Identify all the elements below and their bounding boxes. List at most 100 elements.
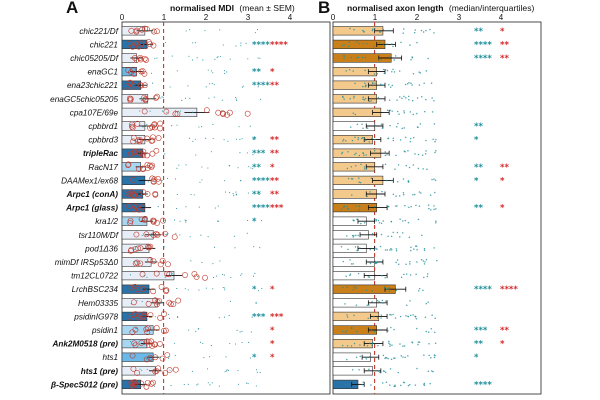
row-label: Hem03335 [78,299,119,308]
datapoint-b [418,191,421,193]
datapoint-a [127,217,134,224]
datapoint-b [414,245,417,247]
datapoint-a [134,370,141,376]
datapoint-b [364,56,367,59]
datapoint-b [425,29,427,32]
datapoint-a-small [156,261,158,263]
datapoint-b [417,167,420,170]
datapoint-b [409,263,411,265]
datapoint-b [402,178,405,180]
datapoint-b [375,262,378,264]
datapoint-b [403,95,405,98]
panel-b-title-suffix: (median/interquartiles) [449,3,535,13]
datapoint-a-small [175,178,177,180]
datapoint-b [347,248,349,251]
stars-teal-a: *** [252,312,266,322]
stars-teal-a: * [252,217,257,227]
datapoint-b [350,56,353,59]
datapoint-b [363,31,365,33]
datapoint-b [349,126,352,128]
datapoint-b [362,152,365,154]
datapoint-b [430,209,432,211]
datapoint-a [142,43,149,50]
datapoint-a-small [155,234,157,236]
datapoint-a [140,152,147,159]
datapoint-a-small [137,248,139,251]
datapoint-b [386,69,389,72]
datapoint-b [379,371,381,374]
datapoint-a-small [235,343,237,345]
datapoint-b [394,317,397,319]
datapoint-a [135,43,142,50]
datapoint-b [356,218,358,221]
datapoint-b [382,220,385,222]
datapoint-a-small [130,341,132,343]
datapoint-b [402,345,404,347]
datapoint-a-small [136,261,138,263]
datapoint-b [370,100,372,102]
datapoint-b [412,72,415,75]
datapoint-a-small [134,288,136,290]
datapoint-a-small [228,192,230,194]
datapoint-b [346,314,348,316]
datapoint-b [346,344,349,347]
datapoint-b [366,345,369,347]
datapoint-a-small [132,43,134,46]
datapoint-a-small [179,234,181,236]
datapoint-b [355,286,357,288]
datapoint-b [433,247,435,249]
datapoint-b [425,70,428,72]
datapoint-b [421,96,423,98]
datapoint-b [384,69,387,71]
datapoint-b [409,140,412,143]
datapoint-a [130,176,137,183]
datapoint-b [392,68,394,71]
datapoint-b [341,44,343,47]
datapoint-b [415,273,417,276]
datapoint-a-small [134,57,136,59]
datapoint-a [155,175,161,182]
datapoint-b [361,136,364,139]
datapoint-a-small [143,275,145,277]
datapoint-b [389,368,392,370]
datapoint-b [370,384,372,386]
datapoint-a-small [198,206,200,208]
datapoint-b [425,98,427,101]
datapoint-a-small [233,235,235,237]
datapoint-b [404,150,406,153]
datapoint-b [434,342,437,344]
datapoint-a [140,311,147,318]
row-label: cpbbrd1 [88,122,118,131]
datapoint-a-small [261,287,263,289]
datapoint-a-small [222,273,224,275]
datapoint-b [385,300,387,302]
datapoint-a-small [221,99,223,101]
datapoint-b [393,357,395,359]
datapoint-a-small [254,273,256,275]
datapoint-b [362,127,364,129]
datapoint-b [353,219,355,222]
panel-b-ticks: 0 1 2 3 4 [331,13,504,22]
stars-red-a: ** [270,81,279,91]
datapoint-a [143,356,150,363]
datapoint-b [410,59,412,61]
datapoint-b [388,342,390,344]
datapoint-a-small [213,84,215,86]
datapoint-a [128,379,135,386]
datapoint-a [160,328,167,334]
datapoint-b [352,112,355,114]
datapoint-a [144,152,150,159]
datapoint-b [409,261,411,263]
datapoint-a-small [189,236,191,238]
datapoint-a-small [139,289,142,291]
datapoint-a-small [207,236,209,238]
datapoint-a-small [218,220,220,222]
datapoint-b [368,368,370,370]
datapoint-a-small [245,42,247,44]
datapoint-b [407,221,410,224]
datapoint-b [356,57,358,59]
datapoint-b [429,382,431,385]
datapoint-b [433,32,435,34]
datapoint-b [418,84,421,86]
